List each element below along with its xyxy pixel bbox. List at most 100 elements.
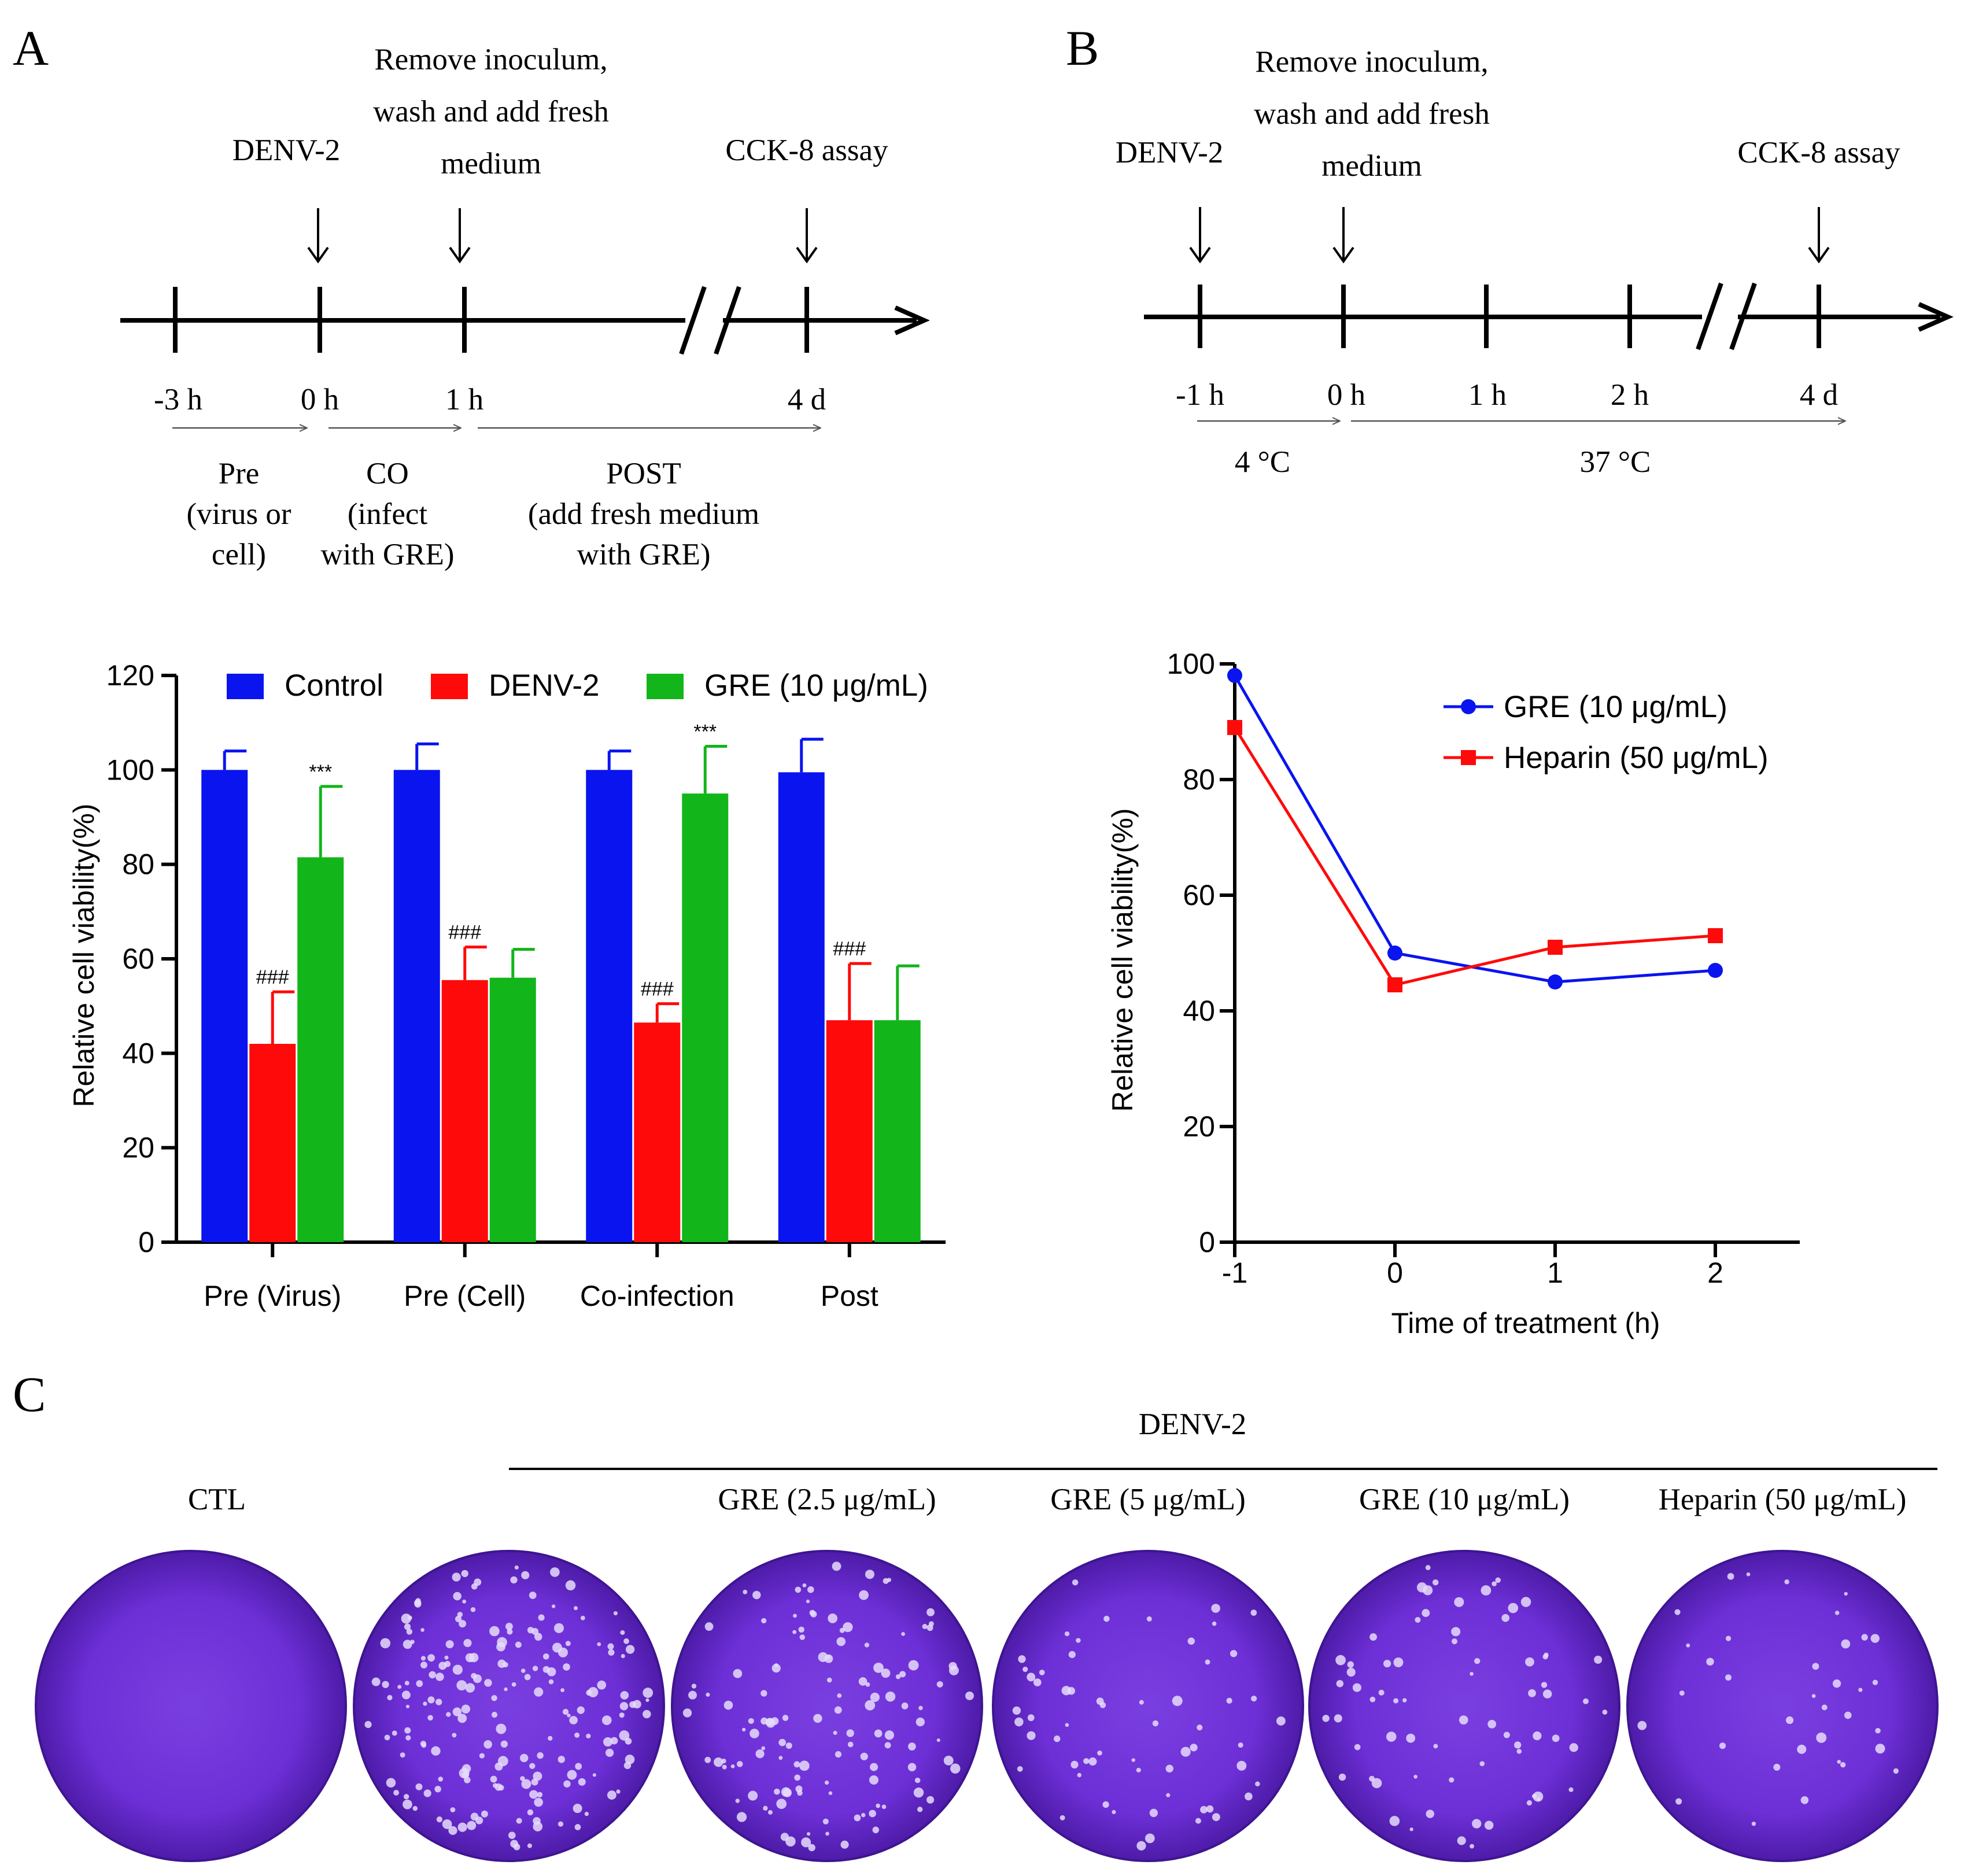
- plaque: [1039, 1670, 1045, 1675]
- plaque: [1533, 1791, 1544, 1802]
- plaque: [1602, 1709, 1608, 1715]
- plaque: [1195, 1818, 1201, 1824]
- plaque: [881, 1804, 887, 1809]
- plaque: [806, 1832, 811, 1836]
- plaque: [404, 1623, 411, 1630]
- plaque: [534, 1633, 542, 1641]
- timeline-a-event-remove-line1: Remove inoculum,: [374, 43, 607, 76]
- plaque: [584, 1812, 589, 1816]
- plaque: [1088, 1757, 1097, 1766]
- plaque: [793, 1613, 797, 1618]
- plaque: [613, 1611, 618, 1616]
- timeline-b-event-remove-line3: medium: [1321, 149, 1422, 183]
- line-chart-x-label: Time of treatment (h): [1391, 1307, 1660, 1339]
- plaque: [558, 1647, 568, 1657]
- plaque: [510, 1576, 518, 1584]
- plaque: [1197, 1724, 1203, 1731]
- significance-label: ###: [256, 966, 289, 988]
- bar: [826, 1020, 873, 1242]
- plaque: [470, 1607, 476, 1612]
- plaque: [1541, 1682, 1548, 1688]
- timeline-b-phase-37c: 37 °C: [1580, 445, 1651, 479]
- plaque: [704, 1756, 711, 1763]
- plaque-well: [35, 1550, 347, 1862]
- line-chart-y-label: Relative cell viability(%): [1106, 808, 1139, 1111]
- plaque: [496, 1723, 507, 1734]
- plaque: [625, 1645, 635, 1654]
- plaque: [1347, 1661, 1354, 1668]
- timeline-a-event-remove-line2: wash and add fresh: [373, 95, 609, 128]
- plaque: [1072, 1579, 1079, 1586]
- plaque: [884, 1730, 894, 1740]
- plaque: [1568, 1787, 1574, 1792]
- plaque: [736, 1812, 747, 1822]
- plaque: [1552, 1734, 1560, 1742]
- line-chart-legend: GRE (10 μg/mL) Heparin (50 μg/mL): [1444, 690, 1769, 775]
- plaque: [1501, 1614, 1509, 1622]
- plaque: [1369, 1696, 1376, 1703]
- plaque: [741, 1727, 746, 1732]
- plaque: [489, 1626, 500, 1637]
- plaque: [465, 1653, 475, 1663]
- line-chart-x-tick-label: 1: [1547, 1257, 1563, 1289]
- plaque-well: [671, 1550, 983, 1862]
- plaque: [776, 1799, 787, 1809]
- data-point: [1548, 940, 1563, 955]
- plaque: [577, 1706, 585, 1714]
- line-chart-x-tick-label: -1: [1222, 1257, 1247, 1289]
- plaque: [884, 1742, 891, 1749]
- plaque: [901, 1703, 909, 1709]
- plaque: [542, 1665, 550, 1673]
- plaque: [936, 1681, 943, 1688]
- plaque: [414, 1600, 422, 1608]
- plaque: [434, 1785, 441, 1793]
- bar-chart: 0 20 40 60 80 100 120 Pre (Virus) Pre (Cell) Co-i…: [68, 659, 946, 1312]
- plaque: [410, 1639, 415, 1644]
- plaque: [1594, 1655, 1603, 1664]
- significance-label: ###: [448, 922, 481, 944]
- plaque: [1018, 1655, 1026, 1663]
- plaque: [397, 1685, 402, 1689]
- plaque: [1097, 1750, 1102, 1756]
- plaque: [767, 1809, 773, 1815]
- plaque: [580, 1616, 585, 1620]
- plaque: [899, 1671, 906, 1678]
- plaque: [809, 1609, 815, 1616]
- plaque: [1834, 1611, 1840, 1615]
- plaque: [714, 1757, 723, 1767]
- plaque: [1422, 1585, 1433, 1596]
- plaque: [1165, 1764, 1173, 1772]
- plaque: [818, 1652, 828, 1662]
- plaque: [870, 1692, 880, 1703]
- plaque: [785, 1742, 792, 1749]
- panel-a-label: A: [13, 20, 49, 76]
- plaque: [1528, 1689, 1536, 1697]
- plaque: [1872, 1679, 1878, 1685]
- plaque: [799, 1634, 806, 1640]
- plaque: [1166, 1793, 1171, 1797]
- legend-marker: [1461, 750, 1476, 765]
- plaque: [1706, 1657, 1714, 1666]
- plaque: [1145, 1833, 1155, 1844]
- bar: [778, 772, 825, 1242]
- plaque: [763, 1805, 768, 1811]
- plaque: [1451, 1627, 1461, 1637]
- plaque: [785, 1836, 796, 1847]
- plaque: [799, 1760, 810, 1771]
- timeline-a-event-remove-line3: medium: [441, 147, 541, 180]
- plaque: [1014, 1717, 1024, 1727]
- plaque: [529, 1790, 538, 1799]
- plaque: [839, 1627, 845, 1633]
- plaque: [1255, 1781, 1260, 1787]
- legend-swatch: [431, 674, 468, 699]
- plaque: [420, 1628, 424, 1632]
- plaque: [616, 1789, 621, 1794]
- plaque: [837, 1693, 842, 1698]
- plaque: [607, 1643, 614, 1650]
- plaque: [1230, 1650, 1238, 1657]
- plaque: [404, 1681, 409, 1686]
- plaque: [1245, 1792, 1253, 1801]
- plaque: [1212, 1813, 1220, 1822]
- plaque: [1354, 1744, 1361, 1751]
